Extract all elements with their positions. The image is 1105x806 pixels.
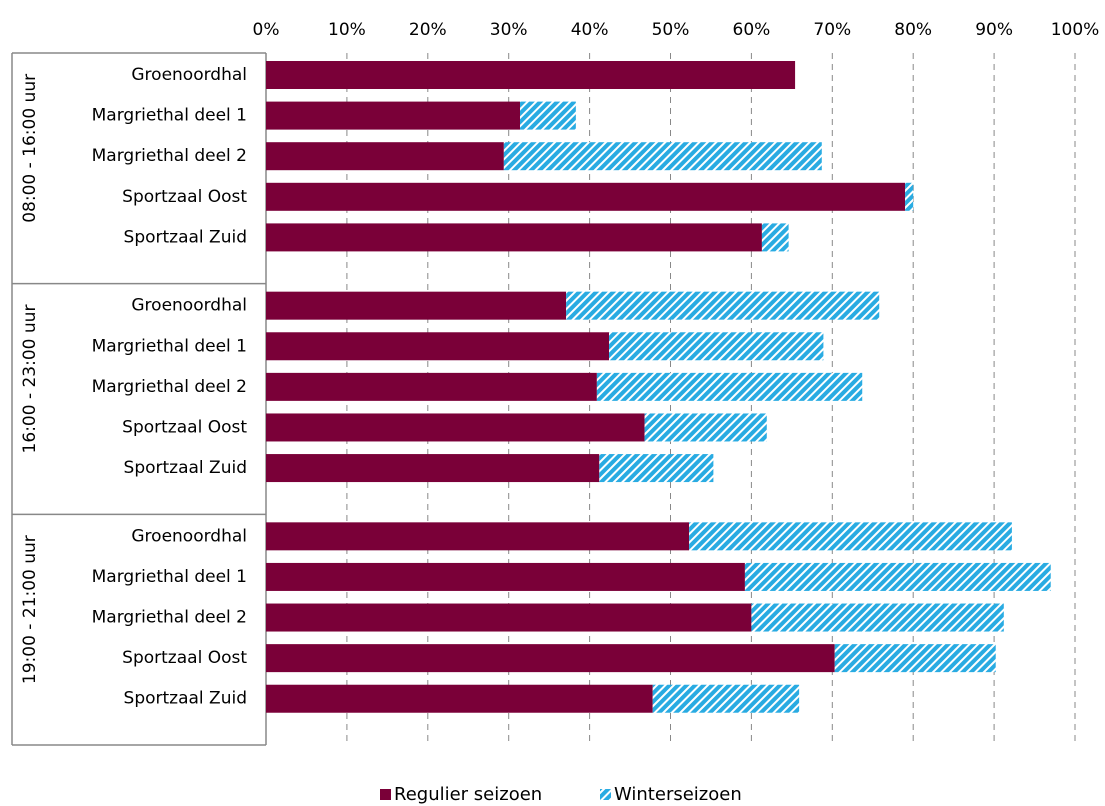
x-tick-label: 40% (571, 20, 609, 40)
group-label: 08:00 - 16:00 uur (20, 74, 40, 223)
y-tick-label: Sportzaal Zuid (124, 689, 247, 709)
x-tick-label: 50% (652, 20, 690, 40)
x-tick-label: 60% (733, 20, 771, 40)
bar-segment (644, 413, 767, 442)
bar-segment (599, 454, 714, 483)
bar-segment (266, 522, 690, 551)
bar-segment (266, 603, 752, 632)
y-tick-label: Sportzaal Oost (122, 417, 247, 437)
bar-segment (652, 684, 800, 713)
bar-segment (266, 372, 597, 401)
bar-segment (689, 522, 1012, 551)
y-tick-label: Margriethal deel 2 (92, 608, 247, 628)
x-tick-label: 100% (1051, 20, 1100, 40)
x-tick-label: 90% (975, 20, 1013, 40)
y-tick-label: Sportzaal Zuid (124, 227, 247, 247)
bar-segment (520, 101, 576, 130)
y-tick-label: Groenoordhal (131, 526, 247, 546)
bar-segment (266, 142, 504, 171)
bar-segment (266, 562, 745, 591)
y-tick-label: Sportzaal Zuid (124, 458, 247, 478)
bar-segment (266, 684, 653, 713)
bar-segment (266, 101, 521, 130)
x-tick-label: 30% (490, 20, 528, 40)
y-tick-label: Margriethal deel 1 (92, 567, 247, 587)
bar-segment (744, 562, 1051, 591)
bar-segment (266, 182, 906, 211)
bar-segment (266, 61, 796, 89)
bar-segment (266, 644, 835, 673)
group-label: 19:00 - 21:00 uur (20, 535, 40, 684)
y-tick-label: Sportzaal Oost (122, 648, 247, 668)
bar-segment (834, 644, 996, 673)
x-tick-label: 80% (894, 20, 932, 40)
legend-label: Winterseizoen (614, 784, 742, 805)
bar-segment (266, 291, 567, 320)
y-tick-label: Groenoordhal (131, 65, 247, 85)
y-tick-label: Groenoordhal (131, 296, 247, 316)
bar-segment (761, 223, 789, 252)
bar-segment (266, 413, 645, 442)
bar-segment (266, 332, 610, 361)
bar-segment (266, 223, 762, 252)
x-tick-label: 10% (328, 20, 366, 40)
bar-segment (503, 142, 822, 171)
bar-segment (751, 603, 1004, 632)
y-tick-label: Margriethal deel 1 (92, 106, 247, 126)
y-tick-label: Margriethal deel 2 (92, 146, 247, 166)
x-tick-label: 0% (253, 20, 280, 40)
legend-label: Regulier seizoen (394, 784, 542, 805)
bar-segment (609, 332, 824, 361)
x-tick-label: 20% (409, 20, 447, 40)
legend-swatch (380, 789, 391, 800)
y-tick-label: Margriethal deel 2 (92, 377, 247, 397)
y-tick-label: Margriethal deel 1 (92, 336, 247, 356)
group-label: 16:00 - 23:00 uur (20, 305, 40, 454)
legend-swatch (600, 789, 611, 800)
bar-segment (596, 372, 863, 401)
bar-segment (905, 182, 914, 211)
x-tick-label: 70% (813, 20, 851, 40)
bar-segment (566, 291, 880, 320)
bar-segment (266, 454, 600, 483)
y-tick-label: Sportzaal Oost (122, 187, 247, 207)
